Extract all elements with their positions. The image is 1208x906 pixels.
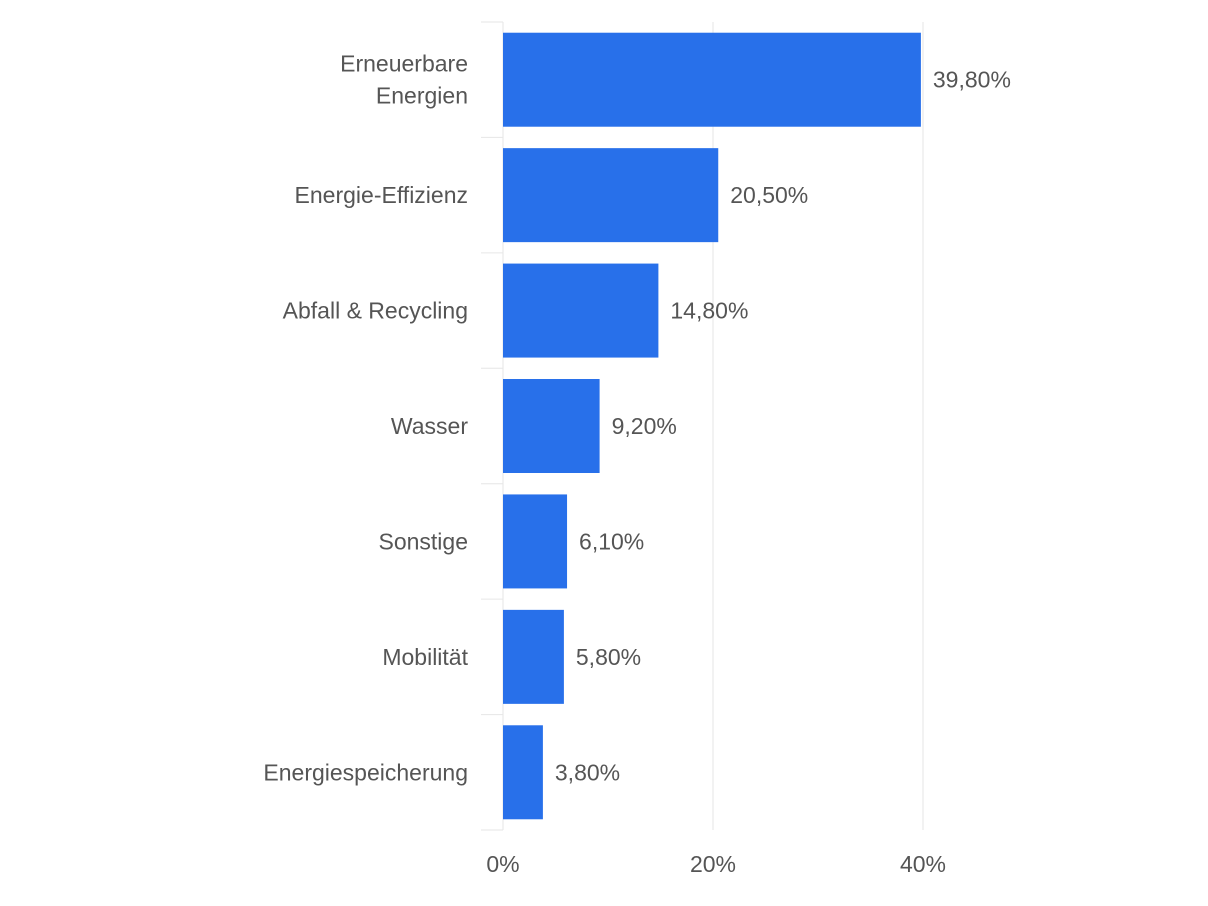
data-label: 5,80% (576, 644, 641, 670)
bar (503, 379, 600, 473)
bar (503, 263, 659, 358)
category-label: Energie-Effizienz (295, 182, 468, 208)
x-tick-label: 0% (486, 851, 519, 877)
value-labels: 39,80% 20,50% 14,80% 9,20% 6,10% 5,80% 3,80% (555, 67, 1011, 786)
category-label: Sonstige (378, 528, 468, 554)
data-label: 6,10% (579, 528, 644, 554)
x-axis-tick-labels: 0% 20% 40% (486, 851, 946, 877)
data-label: 9,20% (612, 413, 677, 439)
data-label: 20,50% (730, 182, 808, 208)
x-tick-label: 20% (690, 851, 736, 877)
bar (503, 148, 719, 243)
category-label: Mobilität (382, 644, 468, 670)
bar (503, 32, 921, 127)
category-label: Wasser (391, 413, 468, 439)
category-label: Energiespeicherung (263, 759, 468, 785)
bar (503, 494, 568, 589)
category-ticks (481, 21, 503, 831)
data-label: 14,80% (670, 298, 748, 324)
category-label: Abfall & Recycling (283, 298, 468, 324)
bar (503, 609, 564, 704)
bars (503, 32, 921, 820)
data-label: 3,80% (555, 759, 620, 785)
category-labels: Erneuerbare Energien Energie-Effizienz Abfa… (263, 51, 468, 786)
bar (503, 725, 543, 820)
data-label: 39,80% (933, 67, 1011, 93)
category-label: Erneuerbare Energien (340, 51, 468, 109)
x-tick-label: 40% (900, 851, 946, 877)
